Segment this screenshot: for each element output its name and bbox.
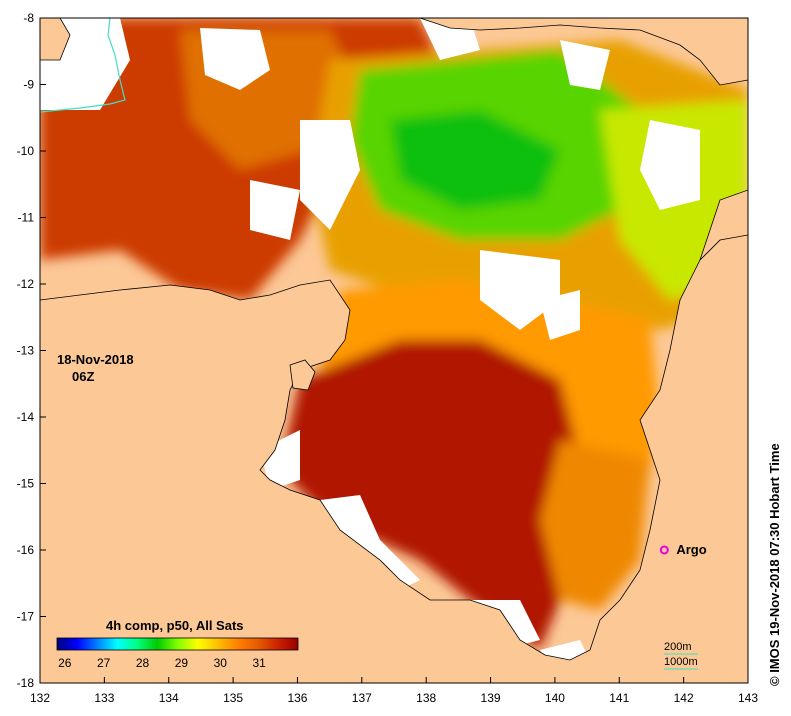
x-tick-label: 134 — [159, 691, 179, 705]
land-north-island — [40, 18, 71, 61]
y-tick-label: -10 — [17, 144, 35, 158]
sst-southern-gulf — [280, 340, 580, 650]
colorbar-tick-label: 28 — [136, 656, 150, 670]
contour-200-label: 200m — [664, 641, 692, 653]
colorbar-ticks: 26 27 28 29 30 31 — [58, 656, 266, 670]
colorbar-title: 4h comp, p50, All Sats — [106, 618, 244, 633]
land-cape-york — [419, 18, 748, 86]
y-tick-label: -9 — [23, 78, 34, 92]
x-tick-label: 133 — [94, 691, 114, 705]
contour-1000-label: 1000m — [664, 656, 698, 668]
land-arnhem — [40, 229, 748, 683]
y-axis: -8 -9 -10 -11 -12 -13 -14 -15 -16 -17 -18 — [17, 11, 46, 690]
sst-southern-east-orange — [540, 440, 650, 610]
no-data-patches — [40, 18, 700, 665]
y-tick-label: -14 — [17, 410, 35, 424]
y-tick-label: -16 — [17, 543, 35, 557]
copyright-label: © IMOS 19-Nov-2018 07:30 Hobart Time — [767, 443, 782, 686]
land-cape-york-east — [699, 189, 748, 261]
colorbar-tick-label: 27 — [97, 656, 111, 670]
contour-200m — [40, 18, 126, 113]
x-axis: 132 133 134 135 136 137 138 139 140 141 142 143 — [30, 677, 758, 705]
land-masses — [40, 18, 748, 683]
x-tick-label: 132 — [30, 691, 50, 705]
x-tick-label: 140 — [545, 691, 565, 705]
colorbar-ramp — [56, 637, 299, 651]
contour-legend: 200m 1000m — [664, 641, 698, 670]
colorbar-tick-label: 26 — [58, 656, 72, 670]
x-tick-label: 141 — [609, 691, 629, 705]
x-tick-label: 137 — [352, 691, 372, 705]
x-tick-label: 139 — [481, 691, 501, 705]
x-tick-label: 135 — [223, 691, 243, 705]
y-tick-label: -18 — [17, 676, 35, 690]
sst-northern-green-core — [390, 110, 560, 210]
x-tick-label: 136 — [287, 691, 307, 705]
island-groote — [289, 359, 316, 391]
time-label: 06Z — [72, 369, 94, 384]
argo-marker[interactable]: Argo — [659, 542, 707, 557]
argo-label: Argo — [676, 542, 706, 557]
colorbar-tick-label: 30 — [214, 656, 228, 670]
y-tick-label: -17 — [17, 610, 35, 624]
y-tick-label: -13 — [17, 344, 35, 358]
colorbar-tick-label: 31 — [252, 656, 266, 670]
x-tick-label: 142 — [674, 691, 694, 705]
y-tick-label: -11 — [18, 211, 35, 225]
y-tick-label: -8 — [23, 11, 34, 25]
x-tick-label: 143 — [738, 691, 758, 705]
date-label: 18-Nov-2018 — [57, 352, 134, 367]
colorbar: 4h comp, p50, All Sats 26 27 28 29 30 31 — [56, 618, 299, 670]
y-tick-label: -15 — [17, 477, 35, 491]
colorbar-tick-label: 29 — [175, 656, 189, 670]
x-tick-label: 138 — [416, 691, 436, 705]
y-tick-label: -12 — [17, 277, 35, 291]
argo-dot[interactable] — [659, 545, 669, 555]
